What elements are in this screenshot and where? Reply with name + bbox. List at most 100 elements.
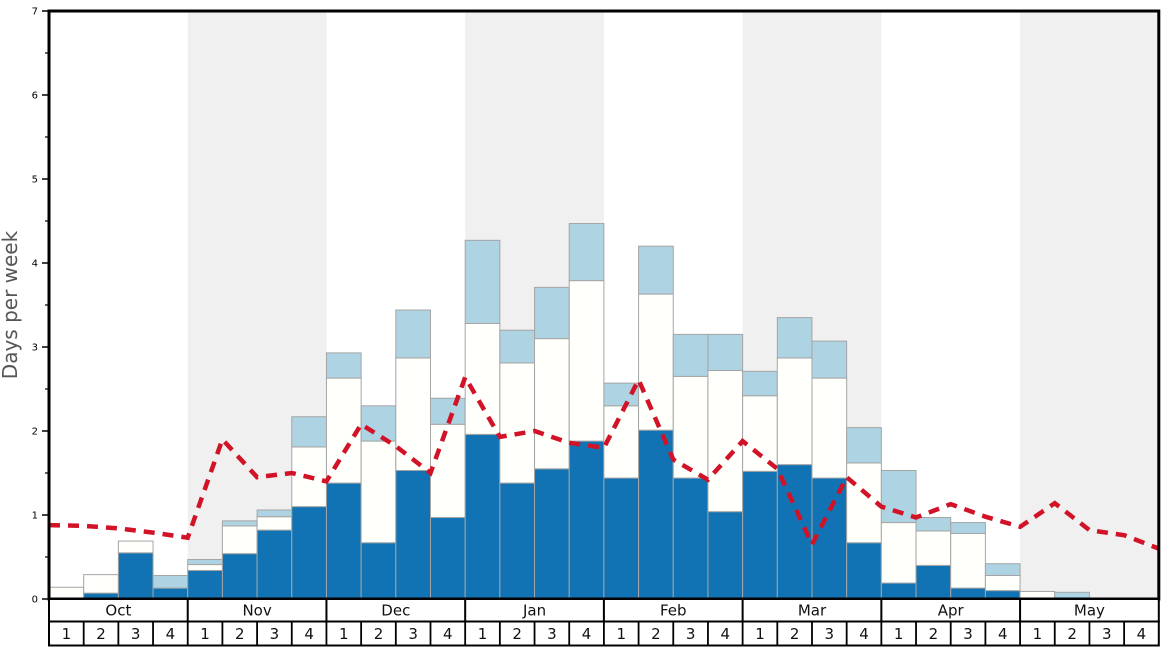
y-tick-label: 0 bbox=[32, 595, 38, 606]
bar-segment-light-blue-days bbox=[846, 427, 882, 464]
month-label: Mar bbox=[798, 602, 827, 620]
week-number-label: 4 bbox=[443, 625, 453, 643]
bar-segment-dark-blue-days bbox=[395, 469, 431, 600]
month-label: Nov bbox=[242, 602, 271, 620]
week-number-label: 3 bbox=[825, 625, 835, 643]
bar-segment-dark-blue-days bbox=[846, 542, 882, 600]
month-label: Apr bbox=[938, 602, 965, 620]
bar-segment-white-days bbox=[984, 574, 1021, 592]
bar-segment-white-days bbox=[83, 574, 119, 594]
bar-segment-light-blue-days bbox=[776, 317, 813, 359]
bar-segment-light-blue-days bbox=[950, 522, 986, 534]
bar-segment-light-blue-days bbox=[915, 517, 952, 532]
week-number-label: 4 bbox=[859, 625, 869, 643]
bar-segment-dark-blue-days bbox=[880, 582, 917, 600]
bar-segment-white-days bbox=[499, 362, 536, 484]
month-label: Oct bbox=[105, 602, 131, 620]
bar-segment-white-days bbox=[880, 522, 917, 584]
bar-segment-white-days bbox=[221, 525, 258, 555]
bar-segment-light-blue-days bbox=[360, 405, 397, 442]
bar-segment-white-days bbox=[429, 423, 466, 519]
bar-segment-white-days bbox=[672, 375, 709, 479]
bar-segment-white-days bbox=[950, 532, 986, 589]
bar-segment-dark-blue-days bbox=[672, 477, 709, 600]
bar-segment-light-blue-days bbox=[534, 286, 570, 340]
bar-segment-white-days bbox=[534, 338, 570, 470]
week-number-label: 4 bbox=[998, 625, 1008, 643]
bar-segment-dark-blue-days bbox=[742, 470, 778, 600]
bar-segment-dark-blue-days bbox=[117, 552, 154, 600]
week-number-label: 1 bbox=[894, 625, 904, 643]
week-number-label: 2 bbox=[96, 625, 106, 643]
week-number-label: 1 bbox=[200, 625, 210, 643]
bar-segment-dark-blue-days bbox=[256, 529, 293, 600]
bar-segment-white-days bbox=[360, 440, 397, 544]
week-number-label: 3 bbox=[1102, 625, 1112, 643]
bar-segment-dark-blue-days bbox=[603, 477, 640, 600]
bar-segment-dark-blue-days bbox=[360, 542, 397, 600]
bar-segment-dark-blue-days bbox=[499, 482, 536, 600]
week-number-label: 3 bbox=[686, 625, 696, 643]
bar-segment-dark-blue-days bbox=[152, 587, 189, 600]
bar-segment-light-blue-days bbox=[568, 223, 605, 282]
week-number-label: 3 bbox=[408, 625, 418, 643]
bar-segment-light-blue-days bbox=[638, 245, 674, 295]
week-number-label: 4 bbox=[582, 625, 592, 643]
bar-segment-dark-blue-days bbox=[291, 506, 327, 600]
week-number-label: 1 bbox=[62, 625, 72, 643]
week-number-label: 3 bbox=[547, 625, 557, 643]
bar-segment-light-blue-days bbox=[395, 309, 431, 359]
bar-segment-dark-blue-days bbox=[464, 433, 501, 600]
bar-segment-white-days bbox=[568, 280, 605, 442]
bar-segment-white-days bbox=[776, 357, 813, 466]
y-axis-label: Days per week bbox=[0, 230, 22, 379]
bar-segment-white-days bbox=[48, 586, 85, 600]
week-number-label: 2 bbox=[512, 625, 522, 643]
bar-segment-white-days bbox=[811, 377, 848, 479]
bar-segment-white-days bbox=[915, 530, 952, 566]
bar-segment-light-blue-days bbox=[187, 559, 223, 566]
bar-segment-white-days bbox=[603, 405, 640, 479]
week-number-label: 1 bbox=[478, 625, 488, 643]
week-number-label: 4 bbox=[166, 625, 176, 643]
bar-segment-light-blue-days bbox=[742, 370, 778, 397]
week-number-label: 3 bbox=[963, 625, 973, 643]
y-tick-label: 5 bbox=[32, 175, 38, 186]
red-dashed-line-layer bbox=[48, 371, 1160, 551]
month-label: Dec bbox=[381, 602, 410, 620]
bar-segment-white-days bbox=[395, 357, 431, 471]
week-number-label: 1 bbox=[339, 625, 349, 643]
week-number-label: 2 bbox=[1067, 625, 1077, 643]
bar-segment-light-blue-days bbox=[221, 520, 258, 527]
y-tick-label: 3 bbox=[32, 343, 38, 354]
bar-segment-light-blue-days bbox=[152, 574, 189, 589]
shaded-band-may bbox=[1020, 11, 1159, 599]
month-label: Feb bbox=[660, 602, 687, 620]
bar-segment-light-blue-days bbox=[325, 352, 362, 379]
month-week-table: Oct Nov Dec Jan Feb Mar Apr May 1 2 3 4 1 2 3 4 1 2 3 4 1 2 3 4… bbox=[48, 598, 1160, 647]
week-number-label: 4 bbox=[1137, 625, 1147, 643]
y-tick-label: 1 bbox=[32, 511, 38, 522]
stacked-bars bbox=[48, 223, 1090, 600]
y-tick-label: 7 bbox=[32, 7, 38, 18]
bar-segment-dark-blue-days bbox=[429, 517, 466, 600]
y-tick-label: 4 bbox=[32, 259, 38, 270]
bar-segment-light-blue-days bbox=[291, 416, 327, 448]
bar-segment-white-days bbox=[256, 516, 293, 531]
bar-segment-white-days bbox=[187, 564, 223, 571]
y-tick-label: 2 bbox=[32, 427, 38, 438]
week-number-label: 1 bbox=[755, 625, 765, 643]
bar-segment-white-days bbox=[117, 540, 154, 554]
bar-segment-white-days bbox=[742, 395, 778, 472]
bar-segment-white-days bbox=[707, 370, 744, 513]
bar-segment-dark-blue-days bbox=[950, 587, 986, 600]
bar-segment-dark-blue-days bbox=[187, 569, 223, 600]
bar-segment-dark-blue-days bbox=[915, 564, 952, 600]
bar-segment-light-blue-days bbox=[707, 333, 744, 372]
month-label: Jan bbox=[522, 602, 546, 620]
week-number-label: 2 bbox=[235, 625, 245, 643]
week-number-label: 3 bbox=[270, 625, 280, 643]
bar-segment-light-blue-days bbox=[984, 563, 1021, 576]
y-tick-label: 6 bbox=[32, 91, 38, 102]
